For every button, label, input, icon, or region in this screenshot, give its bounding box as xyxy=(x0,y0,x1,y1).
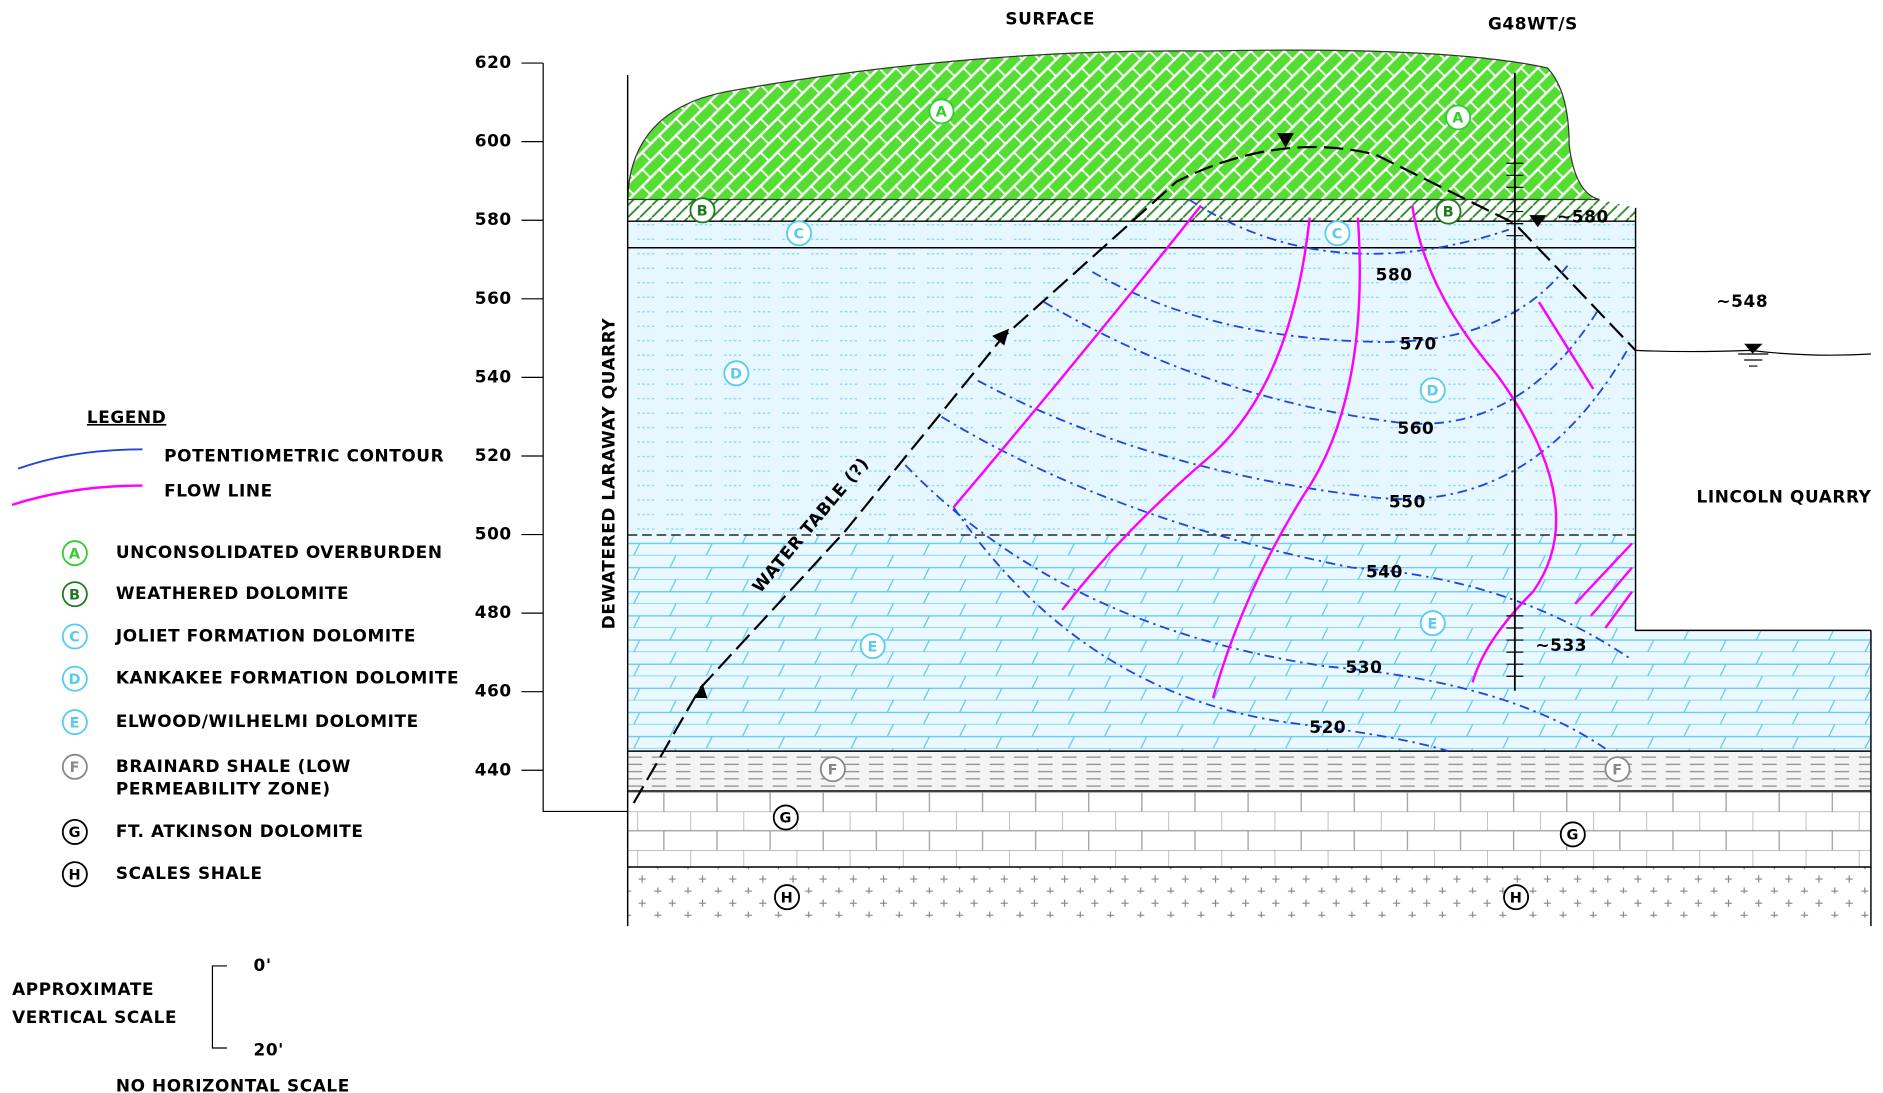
contour-label: 520 xyxy=(1309,717,1346,737)
legend-entry: UNCONSOLIDATED OVERBURDEN xyxy=(116,542,443,562)
legend-letter: E xyxy=(70,715,81,731)
layer-e xyxy=(628,535,1871,751)
legend-entry: SCALES SHALE xyxy=(116,863,263,883)
legend-contour xyxy=(18,449,142,468)
legend-entry: FT. ATKINSON DOLOMITE xyxy=(116,821,364,841)
scale-note: NO HORIZONTAL SCALE xyxy=(116,1076,350,1093)
unit-letter: G xyxy=(1567,828,1579,844)
legend: LEGEND POTENTIOMETRIC CONTOUR FLOW LINE … xyxy=(12,407,459,886)
unit-letter: D xyxy=(1426,383,1439,399)
unit-letter: B xyxy=(1443,205,1455,221)
scale-top: 0' xyxy=(253,955,271,975)
tick-label: 620 xyxy=(475,52,512,72)
legend-entry: WEATHERED DOLOMITE xyxy=(116,583,349,603)
legend-title: LEGEND xyxy=(87,407,166,427)
legend-entry: FLOW LINE xyxy=(164,481,273,501)
contour-label: 570 xyxy=(1400,333,1437,353)
legend-entry: POTENTIOMETRIC CONTOUR xyxy=(164,446,444,466)
contour-label: 580 xyxy=(1376,265,1413,285)
tick-label: 560 xyxy=(475,288,512,308)
contour-label: 530 xyxy=(1345,657,1382,677)
legend-letter: F xyxy=(70,760,81,776)
layer-f xyxy=(628,751,1871,791)
unit-letter: E xyxy=(1428,616,1438,632)
unit-letter: A xyxy=(1452,111,1464,127)
legend-flow xyxy=(12,486,142,505)
well-bottom: ~533 xyxy=(1535,635,1587,655)
contour-label: 540 xyxy=(1366,561,1403,581)
layers xyxy=(628,50,1871,926)
tick-label: 460 xyxy=(475,681,512,701)
legend-letter: A xyxy=(69,546,81,562)
tick-label: 520 xyxy=(475,445,512,465)
layer-c xyxy=(628,221,1636,248)
scale-text: APPROXIMATE xyxy=(12,979,154,999)
unit-letter: G xyxy=(780,811,792,827)
scale-bottom: 20' xyxy=(253,1039,283,1059)
tick-label: 440 xyxy=(475,759,512,779)
legend-entry: ELWOOD/WILHELMI DOLOMITE xyxy=(116,711,419,731)
unit-letter: E xyxy=(867,639,878,655)
unit-letter: H xyxy=(1510,890,1523,906)
lincoln-level: ~548 xyxy=(1716,291,1768,311)
surface-label: SURFACE xyxy=(1005,9,1095,29)
unit-letter: F xyxy=(828,762,839,778)
well-label: G48WT/S xyxy=(1488,13,1578,33)
legend-entry: PERMEABILITY ZONE) xyxy=(116,779,331,799)
unit-letter: A xyxy=(936,105,948,121)
contour-label: 550 xyxy=(1389,491,1426,511)
legend-letter: D xyxy=(69,672,82,688)
well-level: ~580 xyxy=(1557,207,1609,227)
unit-letter: C xyxy=(1332,226,1343,242)
layer-b xyxy=(628,199,1636,221)
unit-letter: C xyxy=(793,226,804,242)
left-label: DEWATERED LARAWAY QUARRY xyxy=(599,318,619,630)
layer-h xyxy=(628,867,1871,924)
legend-letter: G xyxy=(69,825,81,841)
tick-label: 600 xyxy=(475,131,512,151)
tick-label: 500 xyxy=(475,524,512,544)
unit-letter: B xyxy=(697,204,709,220)
scale-text: VERTICAL SCALE xyxy=(12,1007,177,1027)
cross-section: 620 600 580 560 540 520 500 480 460 440 SURFACE G… xyxy=(0,0,1883,1093)
legend-letter: B xyxy=(69,587,81,603)
layer-g xyxy=(628,791,1871,867)
tick-label: 580 xyxy=(475,209,512,229)
water-symbol xyxy=(1738,344,1768,366)
legend-entry: BRAINARD SHALE (LOW xyxy=(116,756,351,776)
unit-letter: D xyxy=(730,366,743,382)
legend-entry: JOLIET FORMATION DOLOMITE xyxy=(115,625,416,645)
legend-entry: KANKAKEE FORMATION DOLOMITE xyxy=(116,668,459,688)
scale-bar xyxy=(212,966,226,1048)
unit-letter: H xyxy=(781,890,794,906)
unit-letter: F xyxy=(1612,762,1622,778)
contour-label: 560 xyxy=(1397,418,1434,438)
tick-label: 540 xyxy=(475,366,512,386)
right-label: LINCOLN QUARRY xyxy=(1697,487,1872,507)
tick-label: 480 xyxy=(475,602,512,622)
legend-letter: H xyxy=(68,867,81,883)
legend-letter: C xyxy=(69,630,80,646)
